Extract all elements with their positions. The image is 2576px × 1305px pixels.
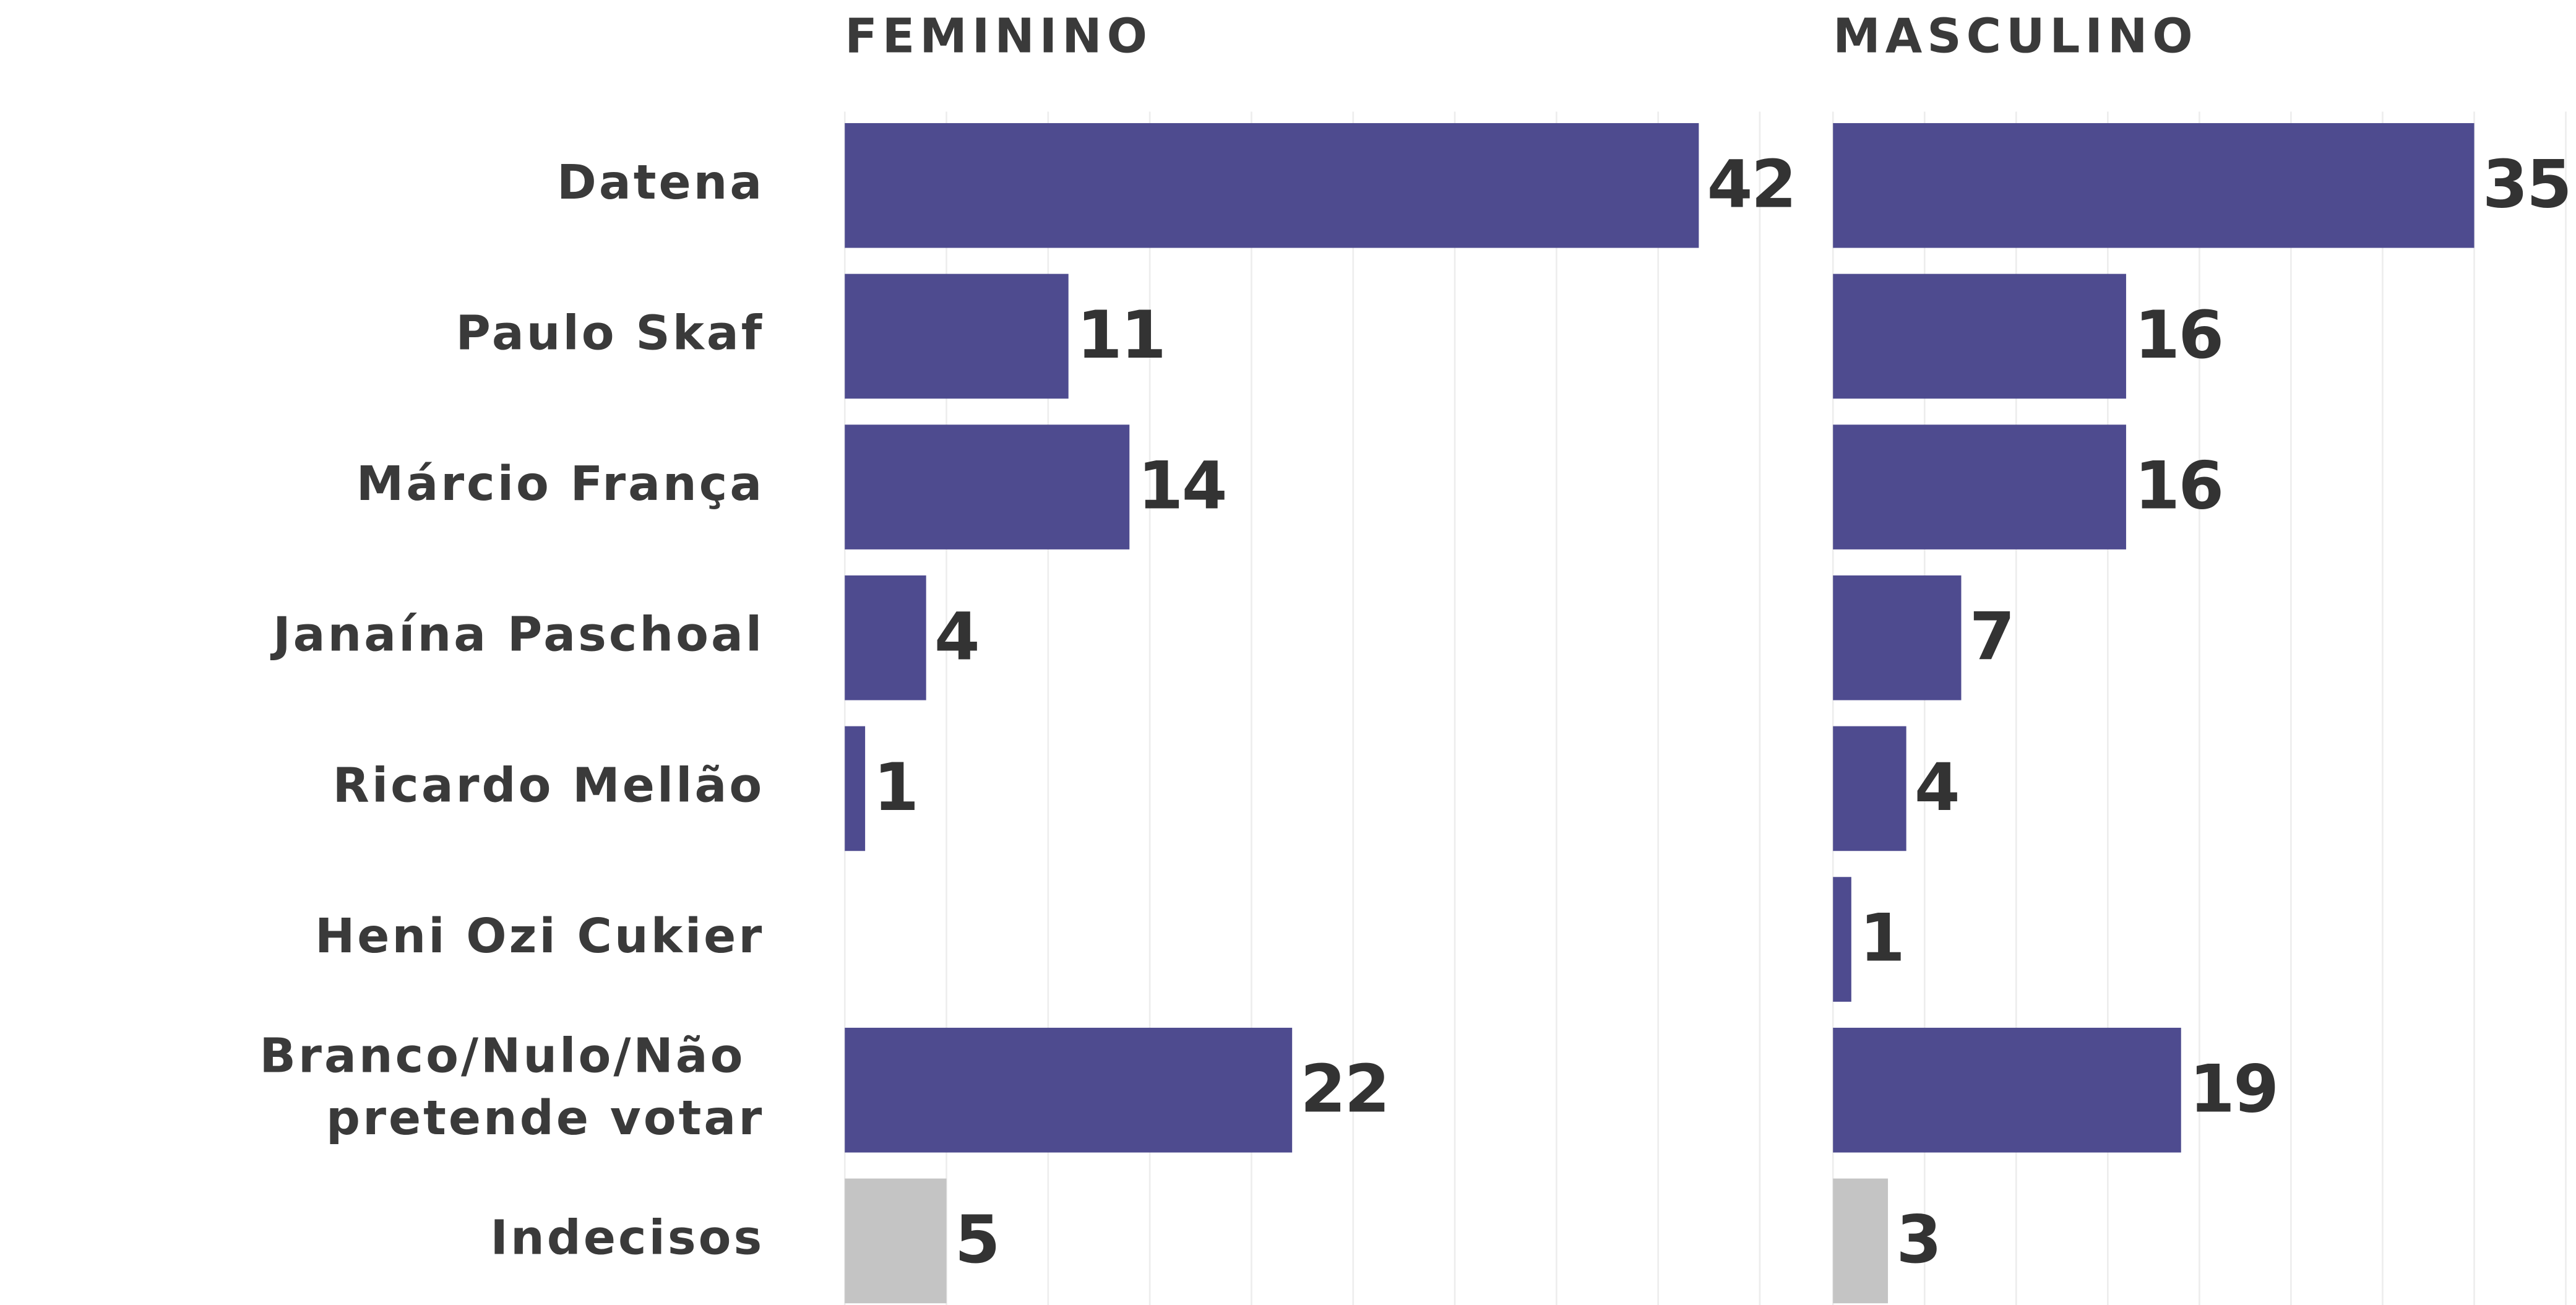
value-label: 5 xyxy=(955,1202,999,1278)
value-label: 1 xyxy=(873,750,917,826)
category-label: Branco/Nulo/Não pretende votar xyxy=(259,1028,764,1146)
value-label: 16 xyxy=(2134,449,2222,525)
bar xyxy=(845,726,866,851)
bar xyxy=(1833,1178,1889,1304)
value-label: 22 xyxy=(1300,1051,1388,1127)
value-label: 4 xyxy=(934,599,978,675)
bar xyxy=(1833,123,2475,248)
bar xyxy=(845,1027,1293,1153)
category-label: Paulo Skaf xyxy=(456,306,765,361)
bar xyxy=(845,575,926,700)
value-label: 19 xyxy=(2189,1051,2277,1127)
category-label: Heni Ozi Cukier xyxy=(315,909,764,964)
value-label: 42 xyxy=(1707,147,1795,223)
bar xyxy=(1833,877,1851,1002)
bar xyxy=(845,424,1130,549)
value-label: 1 xyxy=(1859,901,1903,977)
panel-title: FEMININO xyxy=(845,9,1152,64)
bar xyxy=(845,273,1069,399)
value-label: 4 xyxy=(1915,750,1958,826)
value-label: 35 xyxy=(2483,147,2570,223)
value-label: 16 xyxy=(2134,298,2222,374)
category-label: Márcio França xyxy=(356,457,764,512)
panel-title: MASCULINO xyxy=(1833,9,2197,64)
value-label: 3 xyxy=(1896,1202,1940,1278)
category-label: Indecisos xyxy=(490,1210,764,1265)
bar xyxy=(1833,726,1906,851)
category-label: Datena xyxy=(557,155,764,210)
bar xyxy=(1833,424,2126,549)
bar xyxy=(1833,575,1962,700)
category-label: Janaína Paschoal xyxy=(270,608,764,663)
value-label: 7 xyxy=(1970,599,2014,675)
bar xyxy=(1833,273,2126,399)
bar xyxy=(845,123,1699,248)
category-label: Ricardo Mellão xyxy=(333,758,765,813)
bar xyxy=(1833,1027,2181,1153)
value-label: 11 xyxy=(1077,298,1165,374)
value-label: 14 xyxy=(1138,449,1226,525)
bar xyxy=(845,1178,947,1304)
